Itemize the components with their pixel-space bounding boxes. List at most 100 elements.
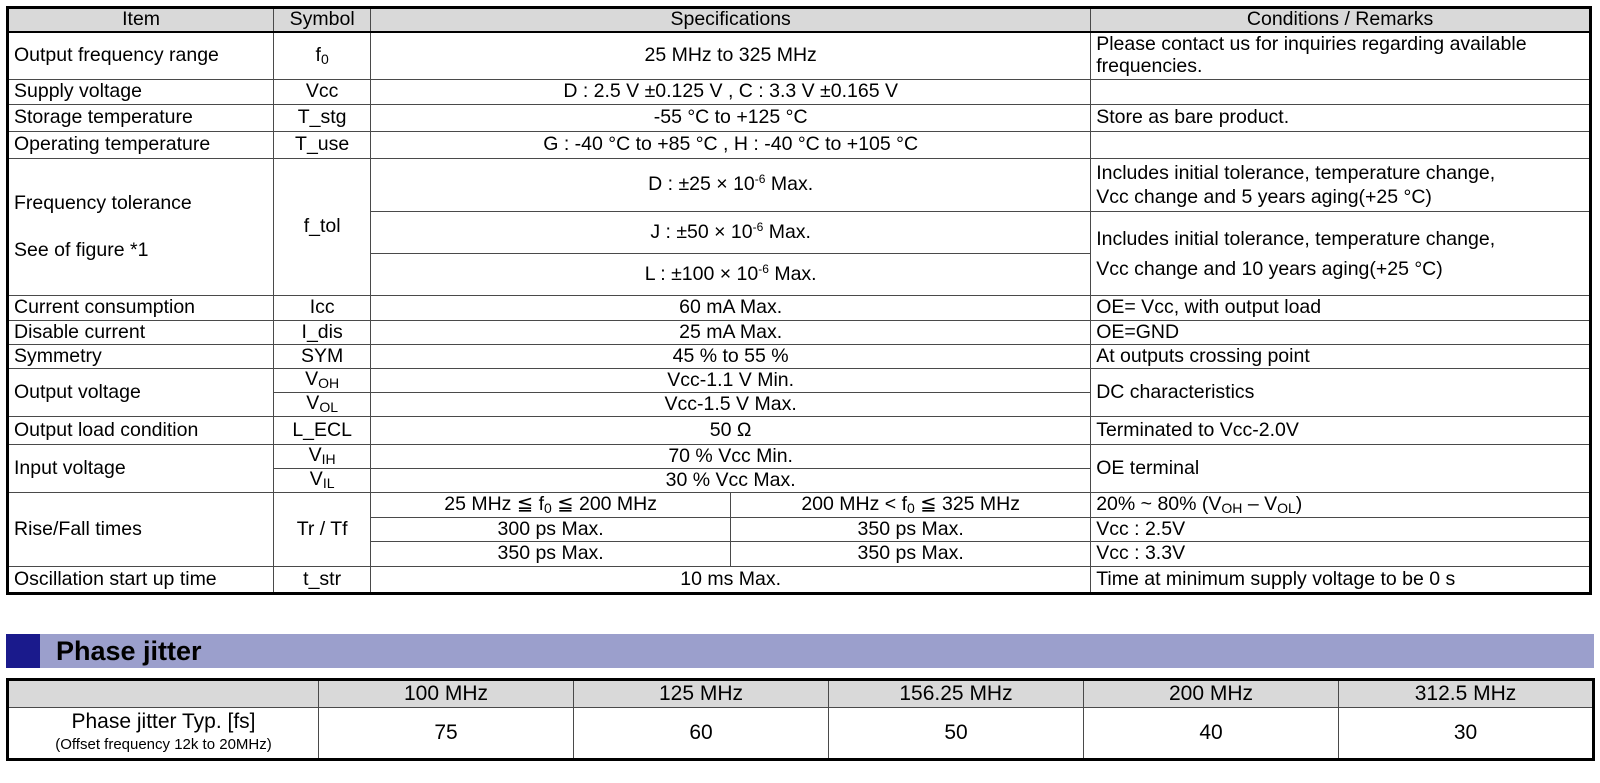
spec-output-frequency-range: 25 MHz to 325 MHz — [370, 31, 1092, 81]
symbol-supply-voltage: Vcc — [273, 79, 372, 106]
phase-jitter-value-100mhz: 75 — [318, 707, 574, 760]
row-supply-voltage: Supply voltage Vcc D : 2.5 V ±0.125 V , … — [6, 79, 1591, 106]
phase-jitter-value-row: Phase jitter Typ. [fs] (Offset frequency… — [7, 707, 1594, 760]
spec-voh: Vcc-1.1 V Min. — [370, 368, 1092, 394]
item-current-consumption: Current consumption — [6, 295, 275, 322]
phase-jitter-label-line1: Phase jitter Typ. [fs] — [71, 710, 256, 733]
spec-frequency-tolerance-l: L : ±100 × 10-6 Max. — [370, 253, 1092, 297]
row-rise-fall-header: Rise/Fall times Tr / Tf 25 MHz ≦ f0 ≦ 20… — [6, 492, 1591, 568]
symbol-symmetry: SYM — [273, 344, 372, 370]
spec-supply-voltage: D : 2.5 V ±0.125 V , C : 3.3 V ±0.165 V — [370, 79, 1092, 106]
row-output-voltage-voh: Output voltage VOH Vcc-1.1 V Min. DC cha… — [6, 368, 1591, 418]
symbol-output-load-condition: L_ECL — [273, 416, 372, 446]
spec-frequency-tolerance-d: D : ±25 × 10-6 Max. — [370, 158, 1092, 213]
remark-output-frequency-range: Please contact us for inquiries regardin… — [1090, 31, 1591, 81]
spec-disable-current: 25 mA Max. — [370, 320, 1092, 346]
row-storage-temperature: Storage temperature T_stg -55 °C to +125… — [6, 104, 1591, 133]
phase-jitter-value-156-25mhz: 50 — [828, 707, 1084, 760]
row-symmetry: Symmetry SYM 45 % to 55 % At outputs cro… — [6, 344, 1591, 370]
remark-oscillation-start-up-time: Time at minimum supply voltage to be 0 s — [1090, 566, 1591, 595]
row-frequency-tolerance-j: J : ±50 × 10-6 Max. Includes initial tol… — [8, 211, 1591, 297]
row-current-consumption: Current consumption Icc 60 mA Max. OE= V… — [6, 295, 1591, 322]
symbol-vil: VIL — [273, 468, 372, 494]
phase-jitter-label-line2: (Offset frequency 12k to 20MHz) — [55, 736, 272, 753]
remark-output-load-condition: Terminated to Vcc-2.0V — [1090, 416, 1591, 446]
remark-frequency-tolerance-d: Includes initial tolerance, temperature … — [1090, 158, 1591, 213]
row-input-voltage-vil: VIL 30 % Vcc Max. — [8, 468, 1591, 494]
symbol-operating-temperature: T_use — [273, 131, 372, 160]
phase-jitter-col-100mhz: 100 MHz — [318, 679, 574, 708]
item-frequency-tolerance: Frequency tolerance See of figure *1 — [6, 158, 275, 297]
remark-rise-fall-2v5: Vcc : 2.5V — [1090, 517, 1591, 543]
symbol-rise-fall-times: Tr / Tf — [273, 492, 372, 568]
item-symmetry: Symmetry — [6, 344, 275, 370]
symbol-vih: VIH — [273, 444, 372, 470]
spec-current-consumption: 60 mA Max. — [370, 295, 1092, 322]
remark-current-consumption: OE= Vcc, with output load — [1090, 295, 1591, 322]
item-output-frequency-range: Output frequency range — [6, 31, 275, 81]
spec-frequency-tolerance-j: J : ±50 × 10-6 Max. — [370, 211, 1092, 255]
item-storage-temperature: Storage temperature — [6, 104, 275, 133]
item-supply-voltage: Supply voltage — [6, 79, 275, 106]
spec-symmetry: 45 % to 55 % — [370, 344, 1092, 370]
phase-jitter-table: 100 MHz 125 MHz 156.25 MHz 200 MHz 312.5… — [6, 678, 1595, 761]
item-input-voltage: Input voltage — [6, 444, 275, 494]
item-output-voltage: Output voltage — [6, 368, 275, 418]
remark-operating-temperature — [1090, 131, 1591, 160]
item-disable-current: Disable current — [6, 320, 275, 346]
remark-input-voltage: OE terminal — [1090, 444, 1591, 494]
symbol-current-consumption: Icc — [273, 295, 372, 322]
spec-operating-temperature: G : -40 °C to +85 °C , H : -40 °C to +10… — [370, 131, 1092, 160]
phase-jitter-col-125mhz: 125 MHz — [573, 679, 829, 708]
item-output-load-condition: Output load condition — [6, 416, 275, 446]
header-symbol: Symbol — [273, 6, 372, 33]
phase-jitter-value-312-5mhz: 30 — [1338, 707, 1594, 760]
row-oscillation-start-up-time: Oscillation start up time t_str 10 ms Ma… — [6, 566, 1591, 595]
symbol-oscillation-start-up-time: t_str — [273, 566, 372, 595]
remark-rise-fall-3v3: Vcc : 3.3V — [1090, 541, 1591, 568]
header-specifications: Specifications — [370, 6, 1092, 33]
item-rise-fall-times: Rise/Fall times — [6, 492, 275, 568]
row-frequency-tolerance-d: Frequency tolerance See of figure *1 f_t… — [6, 158, 1591, 297]
phase-jitter-banner: Phase jitter — [6, 634, 1594, 668]
phase-jitter-value-200mhz: 40 — [1083, 707, 1339, 760]
phase-jitter-col-200mhz: 200 MHz — [1083, 679, 1339, 708]
row-disable-current: Disable current I_dis 25 mA Max. OE=GND — [6, 320, 1591, 346]
remark-storage-temperature: Store as bare product. — [1090, 104, 1591, 133]
item-oscillation-start-up-time: Oscillation start up time — [6, 566, 275, 595]
remark-rise-fall-range: 20% ~ 80% (VOH – VOL) — [1090, 492, 1591, 519]
specifications-table: Item Symbol Specifications Conditions / … — [6, 6, 1592, 596]
symbol-voh: VOH — [273, 368, 372, 394]
remark-output-voltage: DC characteristics — [1090, 368, 1591, 418]
section-marker-square — [6, 634, 40, 668]
item-frequency-tolerance-line2: See of figure *1 — [14, 239, 149, 262]
item-operating-temperature: Operating temperature — [6, 131, 275, 160]
item-frequency-tolerance-line1: Frequency tolerance — [14, 191, 192, 214]
rise-fall-3v3-high: 350 ps Max. — [730, 541, 1092, 568]
header-row: Item Symbol Specifications Conditions / … — [6, 6, 1591, 33]
symbol-frequency-tolerance: f_tol — [273, 158, 372, 297]
row-output-load-condition: Output load condition L_ECL 50 Ω Termina… — [6, 416, 1591, 446]
remark-frequency-tolerance-jl: Includes initial tolerance, temperature … — [1090, 211, 1591, 297]
rise-fall-2v5-low: 300 ps Max. — [370, 517, 732, 543]
phase-jitter-row-label: Phase jitter Typ. [fs] (Offset frequency… — [7, 707, 319, 760]
spec-oscillation-start-up-time: 10 ms Max. — [370, 566, 1092, 595]
phase-jitter-header-blank — [7, 679, 319, 708]
rise-fall-2v5-high: 350 ps Max. — [730, 517, 1092, 543]
remark-symmetry: At outputs crossing point — [1090, 344, 1591, 370]
header-item: Item — [6, 6, 275, 33]
phase-jitter-title: Phase jitter — [56, 636, 202, 666]
rise-fall-range-high: 200 MHz < f0 ≦ 325 MHz — [730, 492, 1092, 519]
spec-vil: 30 % Vcc Max. — [370, 468, 1092, 494]
symbol-storage-temperature: T_stg — [273, 104, 372, 133]
symbol-disable-current: I_dis — [273, 320, 372, 346]
header-remarks: Conditions / Remarks — [1090, 6, 1591, 33]
spec-vol: Vcc-1.5 V Max. — [370, 392, 1092, 418]
phase-jitter-col-156-25mhz: 156.25 MHz — [828, 679, 1084, 708]
phase-jitter-col-312-5mhz: 312.5 MHz — [1338, 679, 1594, 708]
row-output-frequency-range: Output frequency range f0 25 MHz to 325 … — [6, 31, 1591, 81]
remark-disable-current: OE=GND — [1090, 320, 1591, 346]
symbol-output-frequency-range: f0 — [273, 31, 372, 81]
remark-supply-voltage — [1090, 79, 1591, 106]
phase-jitter-value-125mhz: 60 — [573, 707, 829, 760]
